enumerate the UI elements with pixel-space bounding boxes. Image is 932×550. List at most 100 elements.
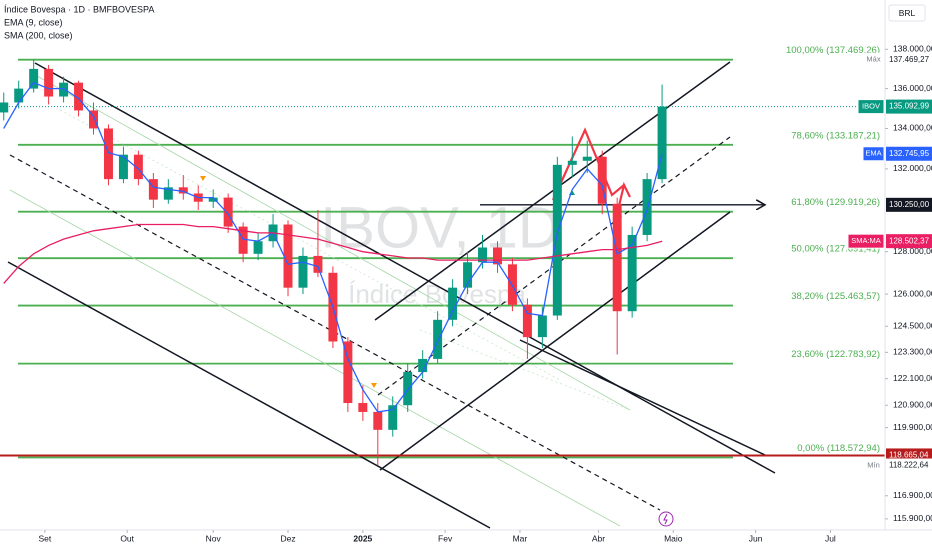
- trend-line: [379, 211, 731, 471]
- alert-icon-glyph: [663, 513, 668, 525]
- candle-body: [133, 154, 143, 180]
- x-tick-label: 2025: [353, 533, 372, 543]
- price-badge-tag: [857, 99, 885, 115]
- candle-body: [537, 315, 547, 338]
- price-scale: [885, 0, 932, 530]
- candle-body: [463, 262, 473, 288]
- price-badge: [886, 99, 932, 114]
- candle-body: [238, 226, 248, 254]
- price-badge-tag: [862, 146, 885, 162]
- price-badge-tag-label: IBOV: [862, 102, 880, 111]
- candle-body: [89, 110, 99, 129]
- y-tick-label: 132.000,00: [893, 163, 932, 173]
- fib-label: 78,60% (133.187,21): [791, 130, 880, 141]
- guide-line: [29, 71, 631, 411]
- price-badge-label: 130.250,00: [889, 200, 930, 209]
- fib-label: 0,00% (118.572,94): [797, 443, 880, 454]
- candle-body: [298, 255, 308, 288]
- x-tick-label: Fev: [438, 533, 453, 543]
- y-tick-label: 115.900,00: [893, 513, 932, 523]
- candle-body: [492, 247, 502, 265]
- candle-body: [103, 128, 113, 180]
- indicator-label[interactable]: SMA (200, close): [4, 30, 73, 40]
- fib-label: 23,60% (122.783,92): [791, 349, 880, 360]
- currency-label[interactable]: BRL: [899, 8, 916, 18]
- candle-body: [118, 154, 128, 180]
- trend-line: [34, 62, 776, 474]
- x-tick-label: Set: [39, 533, 52, 543]
- candle-body: [433, 319, 443, 359]
- candle-body: [29, 68, 39, 89]
- price-badge-tag: [847, 233, 885, 249]
- candle-body: [448, 287, 458, 320]
- candle-body: [14, 88, 24, 103]
- time-scale: [0, 530, 932, 550]
- x-tick-label: Abr: [592, 533, 605, 543]
- candle-body: [657, 106, 667, 180]
- watermark: IBOV, 1D Índice Bovespa: [320, 195, 560, 309]
- candle-body: [612, 203, 622, 312]
- indicator-label[interactable]: EMA (9, close): [4, 17, 63, 27]
- price-lines: [0, 106, 885, 457]
- fib-label: 100,00% (137.469,26): [786, 45, 880, 56]
- alert-icon[interactable]: [658, 511, 674, 527]
- x-tick-label: Jun: [749, 533, 763, 543]
- candle-body: [223, 197, 233, 227]
- price-badge-label: 135.092,99: [889, 102, 930, 111]
- candle-body: [358, 403, 368, 412]
- candle-body: [642, 179, 652, 235]
- watermark-name: Índice Bovespa: [348, 279, 526, 309]
- candle-body: [208, 197, 218, 202]
- guide-line: [9, 189, 621, 527]
- trend-line: [7, 261, 491, 529]
- currency-button[interactable]: [888, 4, 926, 22]
- x-tick-label: Dez: [280, 533, 295, 543]
- candle-body: [403, 372, 413, 406]
- x-tick-label: Mar: [513, 533, 528, 543]
- fib-label: 50,00% (127.691,41): [791, 244, 880, 255]
- price-badge-tag: [863, 52, 884, 67]
- x-tick-label: Nov: [206, 533, 222, 543]
- symbol-title[interactable]: Índice Bovespa · 1D · BMFBOVESPA: [4, 4, 154, 14]
- x-tick-label: Maio: [664, 533, 683, 543]
- price-badge: [886, 234, 932, 249]
- candle-body: [567, 160, 577, 165]
- y-tick-label: 128.000,00: [893, 246, 932, 256]
- trend-line: [374, 61, 731, 321]
- candle-body: [552, 164, 562, 316]
- y-tick-label: 120.900,00: [893, 399, 932, 409]
- y-tick-label: 123.300,00: [893, 347, 932, 357]
- candles: [0, 59, 667, 466]
- indicator-line: [3, 223, 663, 284]
- y-tick-label: 116.900,00: [893, 490, 932, 500]
- y-tick-label: 134.000,00: [893, 123, 932, 133]
- candle-body: [313, 255, 323, 273]
- candle-body: [0, 102, 9, 113]
- x-tick-label: Out: [120, 533, 134, 543]
- price-badge: [886, 52, 932, 67]
- price-badge-label: 137.469,27: [889, 55, 930, 64]
- price-badge-tag: [863, 458, 884, 473]
- candle-body: [59, 82, 69, 97]
- price-badge-label: 132.745,95: [889, 149, 930, 158]
- signal-marker: [371, 383, 377, 388]
- candle-body: [44, 68, 54, 97]
- candle-body: [373, 411, 383, 430]
- candle-body: [597, 156, 607, 204]
- candle-body: [148, 179, 158, 200]
- candle-body: [74, 82, 84, 111]
- candle-body: [522, 304, 532, 338]
- candle-body: [163, 187, 173, 200]
- price-badge-tag-label: Máx: [866, 55, 880, 64]
- price-badge: [886, 458, 932, 473]
- y-tick-label: 138.000,00: [893, 44, 932, 54]
- watermark-symbol: IBOV, 1D: [320, 195, 560, 260]
- indicator-line: [3, 81, 663, 413]
- trend-line: [519, 339, 766, 456]
- candle-body: [283, 224, 293, 288]
- y-tick-label: 124.500,00: [893, 321, 932, 331]
- candle-body: [253, 241, 263, 254]
- price-badges: 137.469,27 Máx 135.092,99 IBOV 132.745,95 EMA…: [847, 52, 932, 473]
- price-badge-label: 118.665,04: [889, 451, 929, 460]
